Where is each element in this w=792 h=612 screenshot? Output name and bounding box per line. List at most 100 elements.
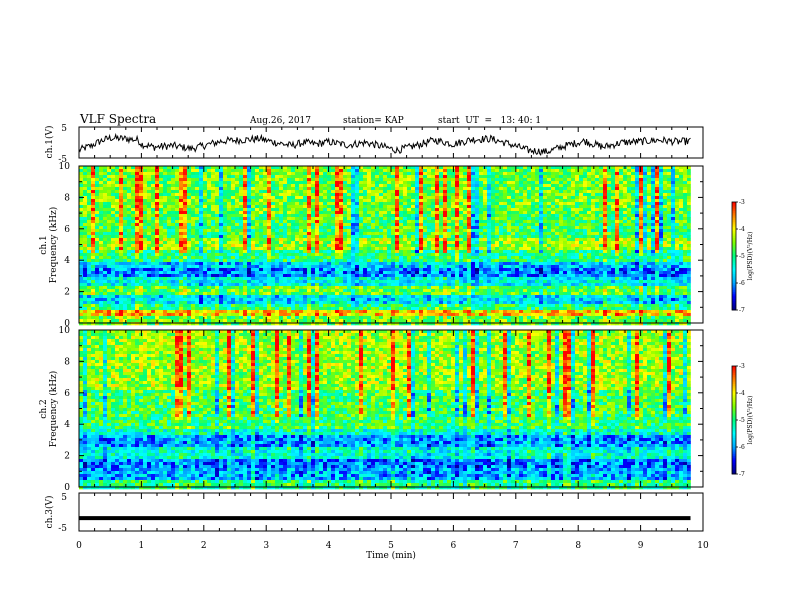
spectrogram-cell — [339, 253, 344, 257]
spectrogram-cell — [295, 175, 300, 179]
spectrogram-cell — [379, 250, 384, 254]
spectrogram-cell — [479, 184, 484, 188]
spectrogram-cell — [95, 202, 100, 206]
spectrogram-cell — [335, 169, 340, 173]
spectrogram-cell — [523, 166, 528, 170]
spectrogram-cell — [659, 172, 664, 176]
spectrogram-cell — [103, 262, 108, 266]
spectrogram-cell — [343, 184, 348, 188]
spectrogram-cell — [647, 229, 652, 233]
spectrogram-cell — [435, 226, 440, 230]
spectrogram-cell — [123, 253, 128, 257]
spectrogram-cell — [447, 256, 452, 260]
spectrogram-cell — [375, 247, 380, 251]
spectrogram-cell — [243, 223, 248, 227]
spectrogram-cell — [259, 238, 264, 242]
spectrogram-cell — [243, 232, 248, 236]
spectrogram-cell — [279, 259, 284, 263]
spectrogram-cell — [307, 196, 312, 200]
spectrogram-cell — [399, 232, 404, 236]
spectrogram-cell — [543, 247, 548, 251]
spectrogram-cell — [215, 235, 220, 239]
spectrogram-cell — [311, 217, 316, 221]
spectrogram-cell — [235, 241, 240, 245]
spectrogram-cell — [147, 232, 152, 236]
spectrogram-cell — [183, 205, 188, 209]
spectrogram-cell — [667, 253, 672, 257]
spectrogram-cell — [355, 169, 360, 173]
spectrogram-cell — [219, 250, 224, 254]
spectrogram-cell — [163, 193, 168, 197]
spectrogram-cell — [227, 172, 232, 176]
spectrogram-cell — [351, 184, 356, 188]
spectrogram-cell — [251, 190, 256, 194]
spectrogram-cell — [351, 205, 356, 209]
spectrogram-cell — [519, 205, 524, 209]
spectrogram-cell — [551, 220, 556, 224]
spectrogram-cell — [215, 217, 220, 221]
spectrogram-cell — [623, 190, 628, 194]
spectrogram-cell — [559, 172, 564, 176]
spectrogram-cell — [559, 220, 564, 224]
spectrogram-cell — [235, 256, 240, 260]
spectrogram-cell — [135, 235, 140, 239]
spectrogram-cell — [223, 226, 228, 230]
spectrogram-cell — [687, 178, 691, 182]
spectrogram-cell — [99, 187, 104, 191]
spectrogram-cell — [655, 250, 660, 254]
spectrogram-cell — [355, 205, 360, 209]
spectrogram-cell — [535, 196, 540, 200]
spectrogram-cell — [299, 205, 304, 209]
spectrogram-cell — [451, 253, 456, 257]
spectrogram-cell — [115, 241, 120, 245]
spectrogram-cell — [267, 178, 272, 182]
spectrogram-cell — [555, 238, 560, 242]
spectrogram-cell — [267, 229, 272, 233]
spectrogram-cell — [527, 244, 532, 248]
spectrogram-cell — [523, 244, 528, 248]
spectrogram-cell — [103, 214, 108, 218]
spectrogram-cell — [303, 232, 308, 236]
spectrogram-cell — [387, 253, 392, 257]
spectrogram-cell — [267, 235, 272, 239]
spectrogram-cell — [411, 253, 416, 257]
spectrogram-cell — [327, 241, 332, 245]
spectrogram-cell — [243, 241, 248, 245]
spectrogram-cell — [271, 253, 276, 257]
spectrogram-cell — [187, 175, 192, 179]
spectrogram-cell — [167, 184, 172, 188]
spectrogram-cell — [595, 220, 600, 224]
spectrogram-cell — [539, 178, 544, 182]
spectrogram-cell — [499, 241, 504, 245]
spectrogram-cell — [687, 235, 691, 239]
spectrogram-cell — [575, 202, 580, 206]
spectrogram-cell — [95, 190, 100, 194]
spectrogram-cell — [163, 223, 168, 227]
spectrogram-cell — [343, 229, 348, 233]
spectrogram-cell — [235, 214, 240, 218]
spectrogram-cell — [199, 196, 204, 200]
spectrogram-cell — [447, 235, 452, 239]
spectrogram-cell — [399, 181, 404, 185]
spectrogram-cell — [339, 229, 344, 233]
spectrogram-cell — [651, 235, 656, 239]
spectrogram-cell — [163, 214, 168, 218]
spectrogram-cell — [551, 202, 556, 206]
spectrogram-cell — [579, 202, 584, 206]
spectrogram-cell — [283, 217, 288, 221]
spectrogram-cell — [323, 244, 328, 248]
spectrogram-cell — [487, 178, 492, 182]
spectrogram-cell — [471, 217, 476, 221]
spectrogram-cell — [263, 205, 268, 209]
spectrogram-cell — [655, 193, 660, 197]
spectrogram-cell — [635, 232, 640, 236]
spectrogram-cell — [363, 196, 368, 200]
spectrogram-cell — [83, 175, 88, 179]
spectrogram-cell — [319, 193, 324, 197]
spectrogram-cell — [327, 187, 332, 191]
spectrogram-cell — [339, 259, 344, 263]
spectrogram-cell — [219, 178, 224, 182]
spectrogram-cell — [683, 205, 688, 209]
spectrogram-cell — [283, 244, 288, 248]
spectrogram-cell — [391, 166, 396, 170]
